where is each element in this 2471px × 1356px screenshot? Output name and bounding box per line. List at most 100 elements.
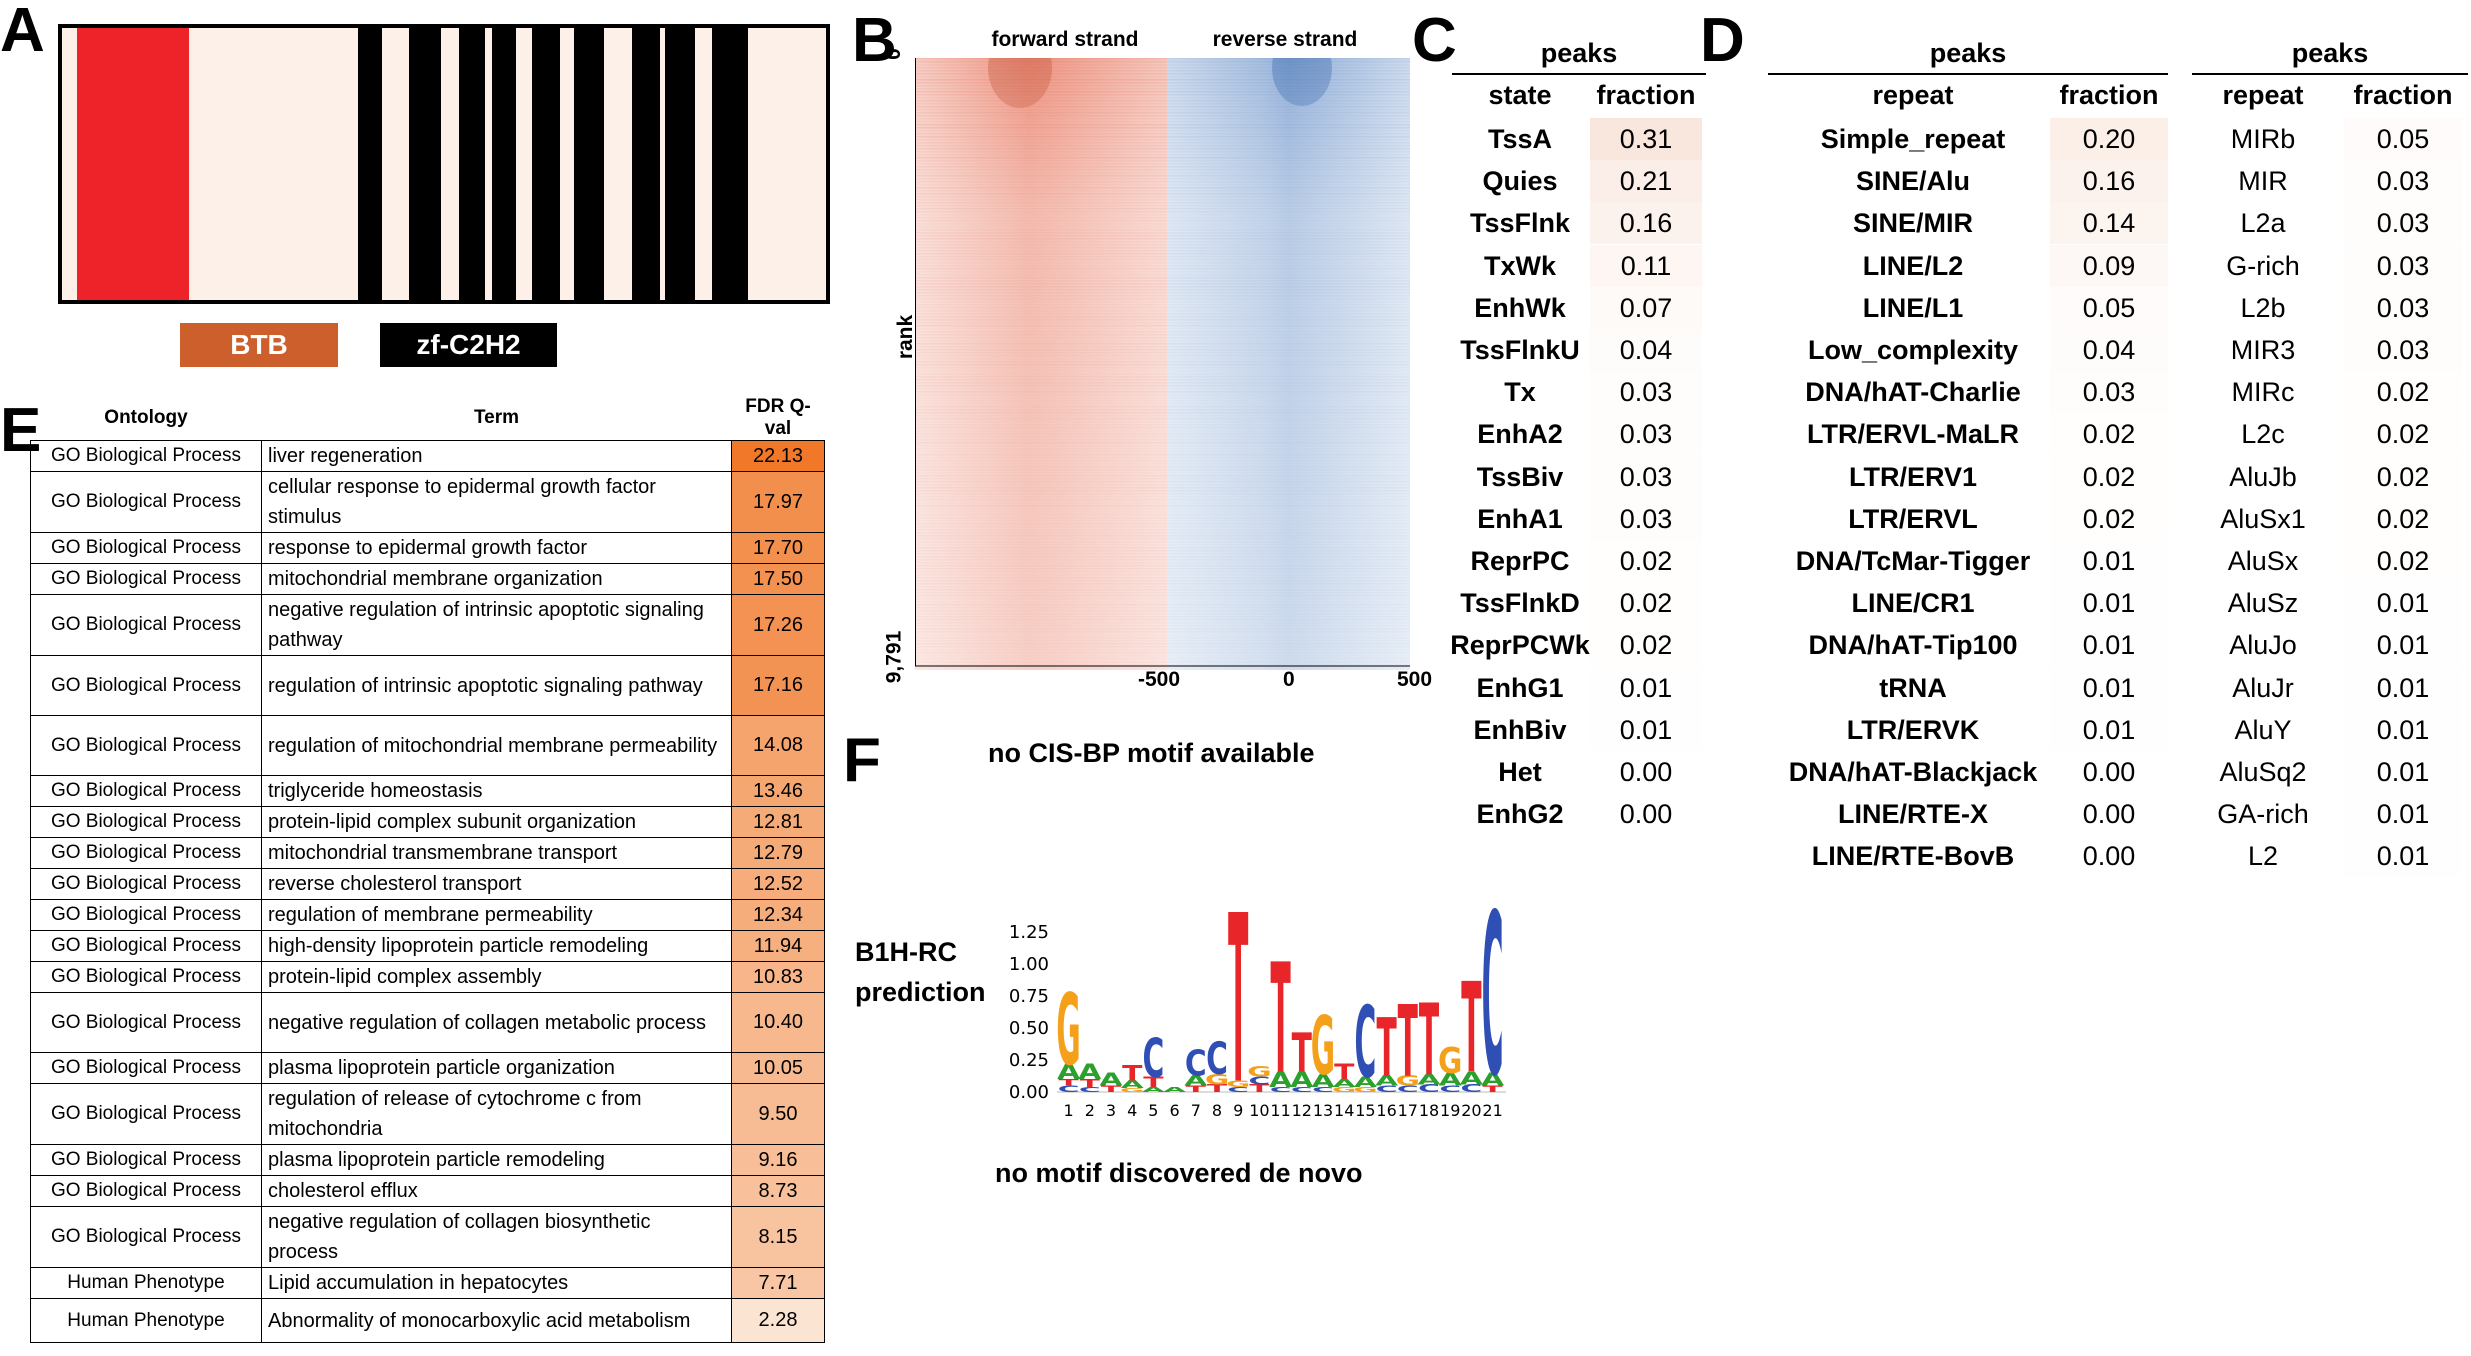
table-row-fraction: 0.02: [2082, 461, 2136, 492]
logo-letter-t: T: [1122, 1062, 1143, 1087]
table-row-name: DNA/hAT-Charlie: [1805, 377, 2021, 408]
term-cell: mitochondrial membrane organization: [261, 563, 732, 595]
table-row-name: Het: [1498, 757, 1542, 787]
q-value-cell: 14.08: [731, 715, 825, 776]
header-term: Term: [473, 407, 520, 428]
logo-letter-a: A: [1269, 1068, 1292, 1093]
ontology-cell: GO Biological Process: [30, 594, 262, 656]
table-row: GO Biological Process mitochondrial membr…: [30, 563, 825, 595]
table-row-name: Simple_repeat: [1820, 124, 2006, 154]
logo-position-label: 12: [1292, 1101, 1312, 1120]
table-row-fraction: 0.02: [2082, 419, 2136, 450]
logo-letter-c: C: [1461, 1082, 1483, 1094]
term-cell: protein-lipid complex subunit organizati…: [261, 806, 732, 838]
table-row-fraction: 0.02: [1619, 588, 1673, 619]
table-row-name: SINE/Alu: [1855, 166, 1970, 197]
q-value-cell: 17.97: [731, 471, 825, 533]
table-row-fraction: 0.00: [2082, 799, 2136, 830]
table-row: Human Phenotype Abnormality of monocarbox…: [30, 1298, 825, 1343]
logo-position-label: 8: [1212, 1101, 1222, 1120]
q-value-cell: 17.26: [731, 594, 825, 656]
logo-letter-t: T: [1143, 1074, 1163, 1090]
logo-letter-c: C: [1185, 1043, 1207, 1084]
table-row-fraction: 0.01: [2376, 714, 2430, 745]
panel-label-b: B: [852, 6, 897, 75]
table-row-fraction: 0.01: [2082, 546, 2136, 576]
q-value-cell: 12.81: [731, 806, 825, 838]
ontology-cell: GO Biological Process: [30, 563, 262, 595]
term-cell: protein-lipid complex assembly: [261, 961, 732, 993]
ontology-cell: Human Phenotype: [30, 1298, 262, 1343]
q-value-cell: 12.34: [731, 899, 825, 931]
reverse-strand-label: reverse strand: [1212, 28, 1358, 51]
table-row-name: AluJb: [2229, 461, 2297, 492]
ontology-cell: GO Biological Process: [30, 655, 262, 716]
logo-letter-a: A: [1121, 1079, 1145, 1091]
table-row-name: SINE/MIR: [1852, 208, 1973, 239]
table-title-rule: [2192, 73, 2468, 75]
table-row-name: AluY: [2234, 714, 2292, 745]
table-row-name: AluSz: [2227, 588, 2299, 619]
logo-letter-g: G: [1438, 1040, 1462, 1081]
logo-position-label: 6: [1170, 1101, 1180, 1120]
column-header-name: repeat: [1872, 80, 1954, 110]
table-row: GO Biological Process regulation of membr…: [30, 899, 825, 931]
table-row: GO Biological Process negative regulation…: [30, 1206, 825, 1268]
term-cell: reverse cholesterol transport: [261, 868, 732, 900]
zf-stripe: [459, 28, 485, 300]
logo-position-label: 1: [1064, 1101, 1074, 1120]
table-row-name: EnhA2: [1477, 419, 1563, 450]
logo-letter-t: T: [1207, 1082, 1228, 1094]
logo-letter-t: T: [1101, 1084, 1121, 1094]
table-row-name: Quies: [1482, 166, 1558, 197]
logo-letter-c: C: [1354, 987, 1376, 1101]
table-row: Human Phenotype Lipid accumulation in hep…: [30, 1267, 825, 1299]
term-cell: high-density lipoprotein particle remode…: [261, 930, 732, 962]
logo-letter-t: T: [1461, 957, 1481, 1101]
logo-y-tick: 0.75: [1009, 986, 1049, 1007]
table-row-fraction: 0.04: [2082, 335, 2136, 365]
logo-letter-a: A: [1354, 1074, 1377, 1090]
logo-position-label: 3: [1106, 1101, 1116, 1120]
zf-stripe: [492, 28, 516, 300]
logo-letter-g: G: [1332, 1086, 1356, 1094]
q-value-cell: 22.13: [731, 440, 825, 472]
logo-position-label: 18: [1419, 1101, 1439, 1120]
ontology-cell: GO Biological Process: [30, 930, 262, 962]
fraction-cell-bg: [1590, 244, 1702, 287]
table-row: GO Biological Process negative regulation…: [30, 992, 825, 1053]
table-row: GO Biological Process protein-lipid compl…: [30, 961, 825, 993]
logo-letter-t: T: [1334, 1060, 1355, 1085]
table-row-name: AluJr: [2232, 672, 2294, 703]
table-row-fraction: 0.31: [1619, 124, 1673, 154]
q-value-cell: 11.94: [731, 930, 825, 962]
table-row-fraction: 0.02: [2082, 503, 2136, 534]
forward-strand-label: forward strand: [991, 28, 1139, 51]
table-title: peaks: [2291, 38, 2369, 68]
table-row-name: DNA/hAT-Tip100: [1808, 630, 2018, 661]
logo-letter-a: A: [1439, 1069, 1462, 1090]
ontology-cell: GO Biological Process: [30, 1144, 262, 1176]
logo-letter-c: C: [1397, 1084, 1419, 1094]
table-row: GO Biological Process regulation of intri…: [30, 655, 825, 716]
zf-stripe: [665, 28, 695, 300]
table-row: GO Biological Process liver regeneration 2…: [30, 440, 825, 472]
ontology-cell: GO Biological Process: [30, 961, 262, 993]
logo-letter-t: T: [1186, 1084, 1206, 1094]
term-cell: cellular response to epidermal growth fa…: [261, 471, 732, 533]
term-cell: negative regulation of intrinsic apoptot…: [261, 594, 732, 656]
q-value-cell: 2.28: [731, 1298, 825, 1343]
table-row-name: LTR/ERV1: [1848, 461, 1978, 492]
table-row-fraction: 0.03: [2376, 292, 2430, 323]
logo-y-tick: 1.00: [1009, 954, 1049, 975]
b1h-label-line1: B1H-RC: [855, 937, 958, 967]
term-cell: regulation of mitochondrial membrane per…: [261, 715, 732, 776]
logo-position-label: 10: [1249, 1101, 1269, 1120]
fraction-cell-bg: [1590, 286, 1702, 329]
logo-position-label: 16: [1376, 1101, 1396, 1120]
logo-letter-a: A: [1142, 1086, 1165, 1094]
zf-stripe: [358, 28, 382, 300]
header-ontology: Ontology: [104, 407, 188, 428]
table-row-name: LTR/ERVK: [1846, 714, 1980, 745]
table-row-fraction: 0.01: [1619, 714, 1673, 745]
